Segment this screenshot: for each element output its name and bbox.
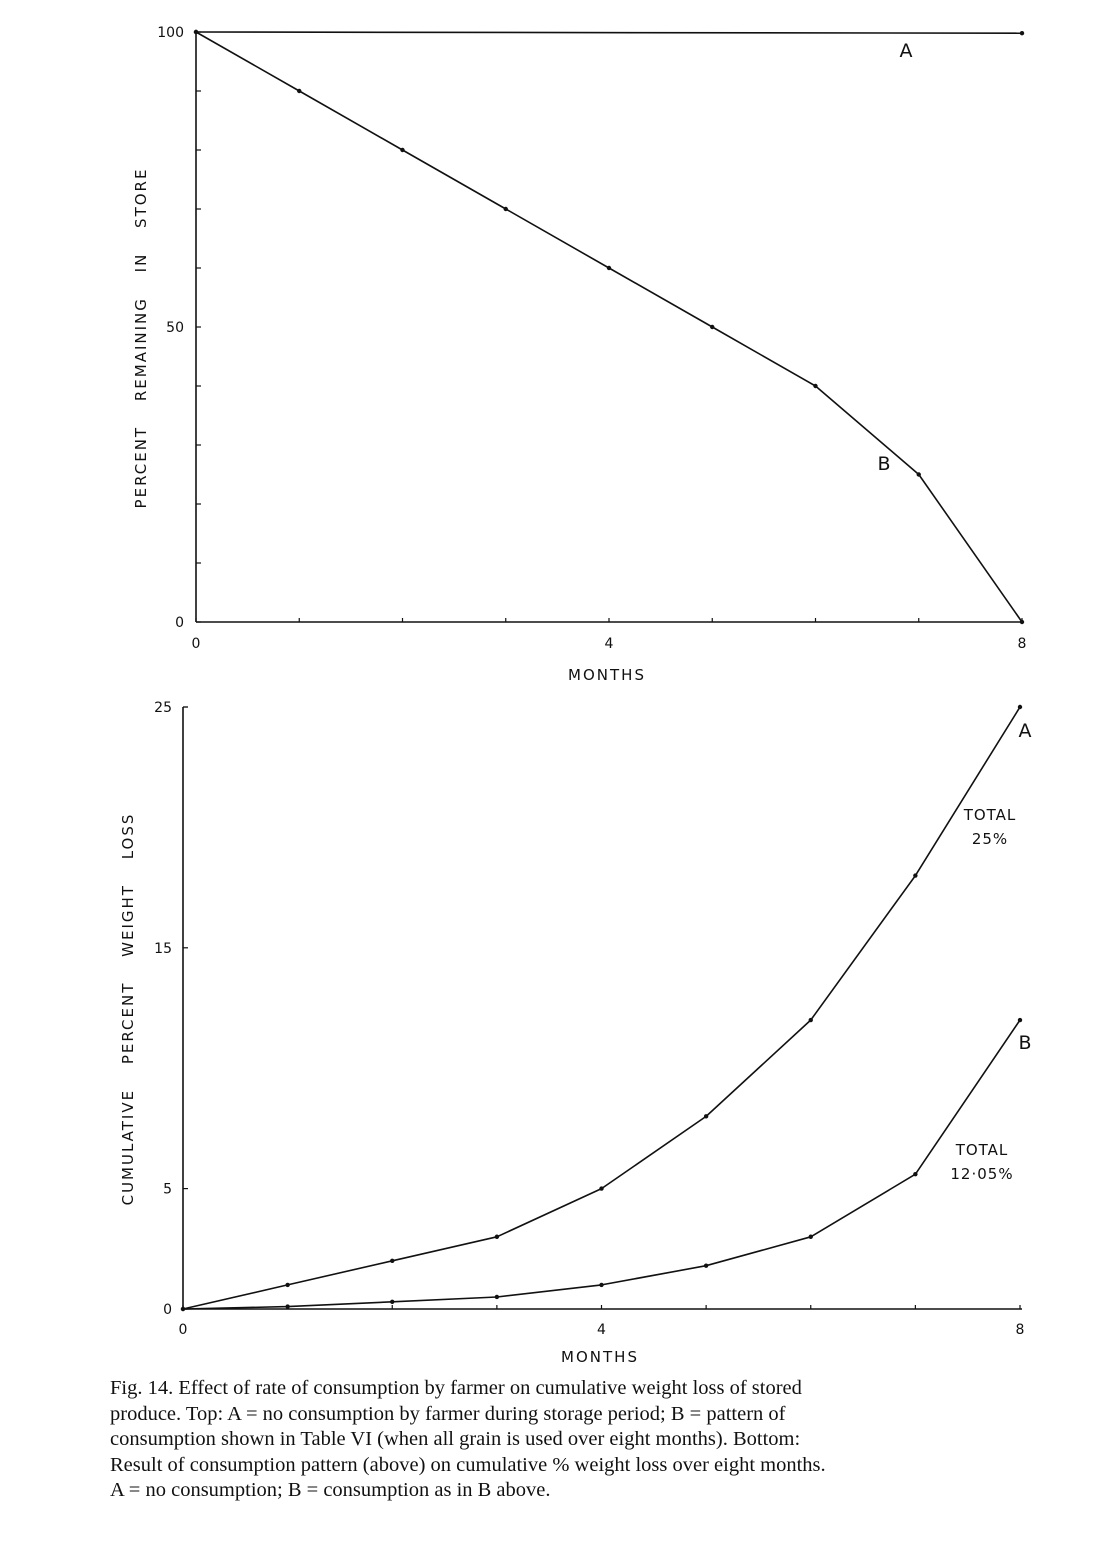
y-tick-label: 25 [154,700,172,716]
total-annotation-a: 25% [972,830,1008,848]
x-tick-label: 8 [1016,1322,1025,1338]
x-tick-label: 8 [1018,636,1027,652]
y-axis-label: PERCENT REMAINING IN STORE [132,168,150,509]
caption-line: Result of consumption pattern (above) on… [110,1453,826,1476]
data-point [285,1304,290,1309]
data-point [1019,619,1025,625]
caption-line: consumption shown in Table VI (when all … [110,1428,801,1450]
data-point [297,88,302,94]
series-line-b [195,31,1023,623]
x-axis-label: MONTHS [568,666,646,684]
y-tick-label: 0 [175,615,184,631]
y-axis-label: CUMULATIVE PERCENT WEIGHT LOSS [119,813,137,1206]
data-point [916,472,921,477]
series-line-a [195,31,1023,34]
caption-line: A = no consumption; B = consumption as i… [110,1479,551,1501]
series-label-b: B [877,453,890,475]
series-line-a [182,706,1021,1310]
data-point [813,383,818,389]
data-point [494,1234,500,1239]
y-tick-label: 15 [154,941,172,957]
data-point [494,1294,500,1300]
x-tick-label: 0 [192,636,201,652]
data-point [599,1186,604,1191]
series-label-a: A [1019,720,1032,742]
caption-line: Fig. 14. Effect of rate of consumption b… [110,1377,802,1399]
data-point [606,265,612,271]
y-tick-label: 5 [163,1182,172,1198]
total-annotation-b: 12·05% [950,1165,1013,1183]
total-annotation-b: TOTAL [955,1141,1009,1159]
y-tick-label: 100 [157,25,184,41]
figure-caption: Fig. 14. Effect of rate of consumption b… [110,1376,1040,1504]
series-label-b: B [1018,1032,1031,1054]
series-label-a: A [900,40,913,62]
data-point [599,1282,604,1288]
bottom-chart: 0 4 8 0 5 15 25 MONTHS CUMULATIVE PERCENT WEIGHT… [119,700,1032,1366]
data-point [913,873,918,878]
data-point [390,1299,395,1304]
y-tick-label: 50 [166,320,184,336]
x-axis-label: MONTHS [561,1348,639,1366]
data-point [703,1263,709,1268]
x-tick-label: 0 [179,1322,188,1338]
data-point [710,324,715,330]
data-point [1017,704,1023,710]
y-tick-label: 0 [163,1302,172,1318]
data-point [1019,30,1025,36]
top-chart: 0 4 8 0 50 100 MONTHS PERCENT REMAINING IN STOR… [132,25,1026,684]
data-point [180,1306,186,1312]
data-point [285,1282,290,1288]
data-point [808,1234,813,1239]
total-annotation-a: TOTAL [963,806,1017,824]
data-point [503,206,508,212]
x-tick-label: 4 [605,636,614,652]
x-tick-label: 4 [597,1322,606,1338]
data-point [703,1114,709,1119]
data-point [808,1017,813,1023]
caption-line: produce. Top: A = no consumption by farm… [110,1402,786,1425]
series-line-b [182,1019,1021,1310]
data-point [193,29,199,35]
data-point [1017,1017,1023,1023]
data-point [913,1171,918,1177]
data-point [390,1258,395,1264]
data-point [400,147,405,153]
